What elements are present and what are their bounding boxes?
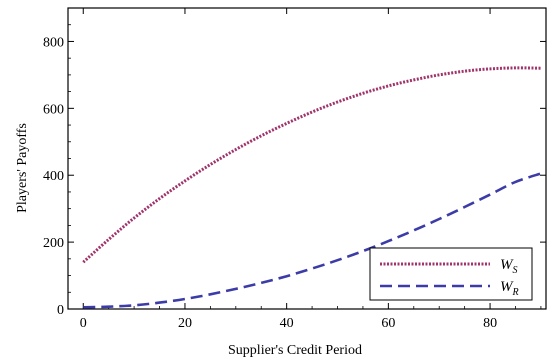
y-tick-label: 800 xyxy=(43,35,64,50)
legend-box xyxy=(369,247,533,301)
y-tick-label: 400 xyxy=(43,169,64,184)
y-axis-label: Players' Payoffs xyxy=(15,123,30,213)
series-line-w-s xyxy=(82,66,541,264)
legend-entry: WS xyxy=(500,257,518,276)
y-tick-label: 0 xyxy=(57,303,64,318)
y-tick-label: 200 xyxy=(43,236,64,251)
x-tick-label: 20 xyxy=(178,316,192,331)
x-tick-label: 60 xyxy=(381,316,395,331)
x-tick-label: 80 xyxy=(483,316,497,331)
series-line-w-r xyxy=(83,172,542,309)
y-tick-label: 600 xyxy=(43,102,64,117)
x-tick-label: 0 xyxy=(80,316,87,331)
legend-entry: WR xyxy=(500,279,519,298)
x-axis-label: Supplier's Credit Period xyxy=(228,343,362,358)
x-tick-label: 40 xyxy=(280,316,294,331)
